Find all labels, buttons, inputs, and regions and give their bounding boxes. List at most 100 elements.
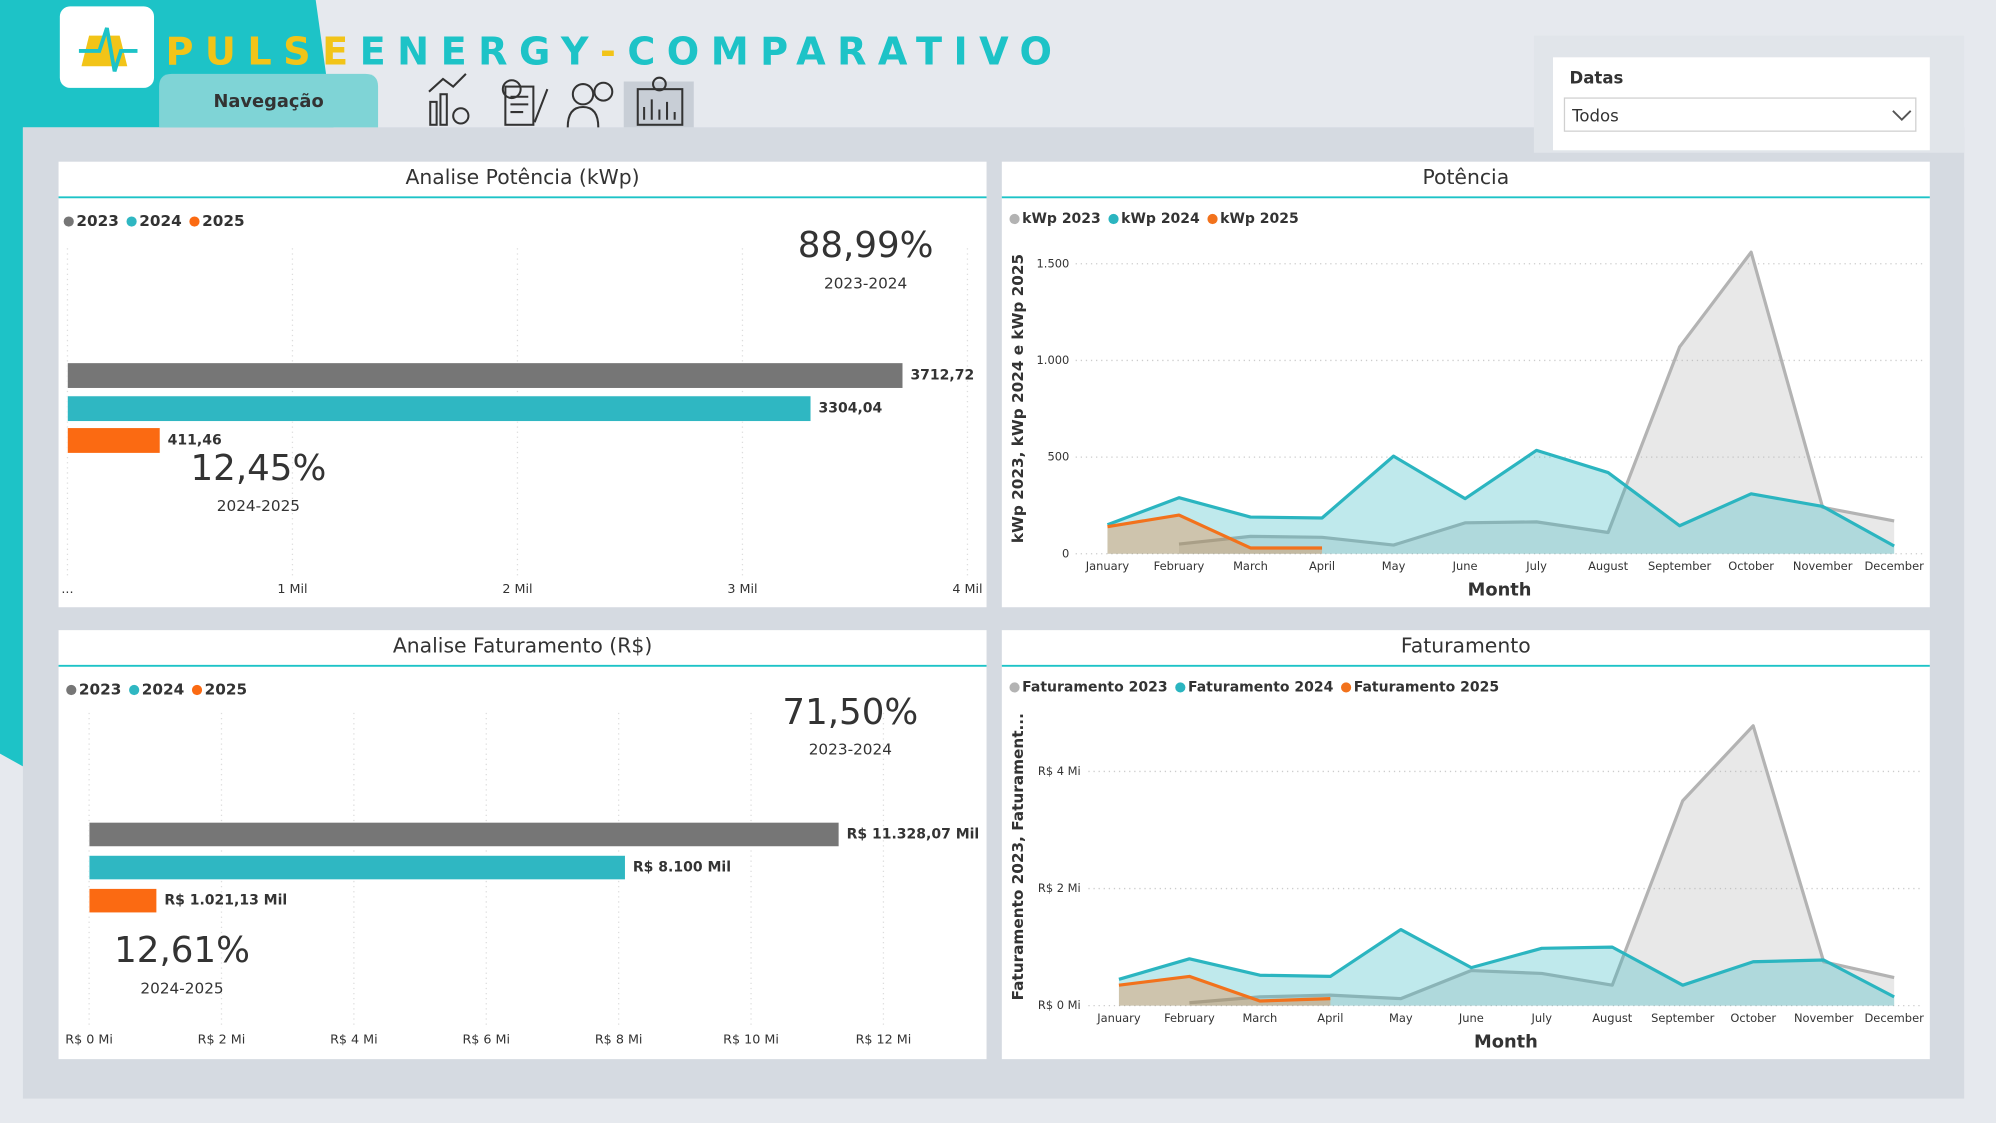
y-tick-label: R$ 4 Mi bbox=[1038, 764, 1081, 778]
series-area bbox=[1118, 929, 1895, 1006]
title-part: - bbox=[600, 30, 627, 74]
nav-icon-dashboard[interactable] bbox=[636, 76, 684, 126]
x-tick-label: August bbox=[1588, 559, 1629, 573]
legend-marker bbox=[1009, 213, 1020, 225]
chart-panel bbox=[1001, 630, 1930, 1060]
x-tick-label: August bbox=[1592, 1011, 1633, 1025]
x-tick-label: July bbox=[1525, 559, 1547, 573]
title-part: COMPARATIVO bbox=[627, 30, 1063, 74]
nav-icon-report[interactable] bbox=[501, 79, 549, 126]
bar-value-label: R$ 11.328,07 Mil bbox=[847, 826, 980, 842]
bar bbox=[67, 362, 904, 389]
title-part: PULSE bbox=[165, 30, 359, 74]
chart-panel bbox=[1001, 161, 1930, 608]
x-tick-label: May bbox=[1389, 1011, 1413, 1025]
x-tick-label: October bbox=[1730, 1011, 1776, 1025]
legend-marker bbox=[1207, 213, 1218, 225]
legend-label: kWp 2024 bbox=[1121, 211, 1200, 227]
bar-value-label: 3304,04 bbox=[818, 401, 882, 417]
kpi-value: 12,61% bbox=[114, 930, 250, 971]
x-tick-label: 3 Mil bbox=[727, 581, 757, 596]
legend-label: 2023 bbox=[79, 680, 121, 698]
chart-title: Analise Potência (kWp) bbox=[405, 165, 639, 189]
series-line bbox=[1106, 448, 1895, 548]
legend-label: 2025 bbox=[205, 680, 247, 698]
kpi-value: 12,45% bbox=[190, 448, 326, 489]
x-tick-label: January bbox=[1096, 1011, 1141, 1025]
x-tick-label: October bbox=[1728, 559, 1774, 573]
legend-marker bbox=[189, 216, 200, 227]
chart-title: Faturamento bbox=[1401, 634, 1531, 658]
chart-title: Analise Faturamento (R$) bbox=[393, 634, 652, 658]
legend-label: kWp 2023 bbox=[1022, 211, 1101, 227]
y-tick-label: 1.500 bbox=[1037, 256, 1070, 270]
x-tick-label: May bbox=[1382, 559, 1406, 573]
series-line bbox=[1118, 974, 1331, 1003]
kpi-value: 88,99% bbox=[798, 225, 934, 266]
logo-icon bbox=[78, 27, 138, 72]
kpi-caption: 2024-2025 bbox=[217, 497, 300, 515]
series-line bbox=[1178, 250, 1895, 547]
y-tick-label: 0 bbox=[1062, 546, 1069, 560]
x-tick-label: March bbox=[1242, 1011, 1277, 1025]
y-axis-title: kWp 2023, kWp 2024 e kWp 2025 bbox=[1009, 254, 1027, 543]
legend-marker bbox=[126, 216, 137, 227]
x-tick-label: September bbox=[1651, 1011, 1715, 1025]
bar-value-label: 3712,72 bbox=[910, 368, 974, 384]
page-title: PULSEENERGY-COMPARATIVO bbox=[165, 30, 1063, 74]
x-axis-title: Month bbox=[1474, 1032, 1538, 1053]
kpi-caption: 2024-2025 bbox=[140, 980, 223, 998]
nav-tab-label[interactable]: Navegação bbox=[213, 91, 323, 112]
x-tick-label: June bbox=[1452, 559, 1478, 573]
x-tick-label: R$ 10 Mi bbox=[723, 1032, 779, 1047]
x-tick-label: September bbox=[1648, 559, 1712, 573]
x-tick-label: R$ 6 Mi bbox=[462, 1032, 510, 1047]
x-tick-label: June bbox=[1458, 1011, 1484, 1025]
legend-marker bbox=[63, 216, 74, 227]
x-tick-label: February bbox=[1164, 1011, 1215, 1025]
legend-label: 2023 bbox=[76, 212, 119, 230]
legend-label: Faturamento 2024 bbox=[1188, 679, 1334, 695]
title-part: ENERGY bbox=[360, 30, 600, 74]
legend-marker bbox=[66, 684, 77, 696]
series-area bbox=[1107, 515, 1323, 554]
legend-marker bbox=[1175, 682, 1186, 693]
legend-label: Faturamento 2025 bbox=[1354, 679, 1499, 695]
legend-label: 2024 bbox=[142, 680, 184, 698]
legend-label: kWp 2025 bbox=[1220, 211, 1299, 227]
x-tick-label: February bbox=[1154, 559, 1205, 573]
nav-icon-analytics[interactable] bbox=[428, 73, 470, 126]
legend-marker bbox=[191, 684, 203, 696]
legend-label: Faturamento 2023 bbox=[1022, 679, 1167, 695]
kpi-value: 71,50% bbox=[782, 692, 918, 733]
filter-value[interactable]: Todos bbox=[1571, 107, 1619, 126]
series-area bbox=[1118, 976, 1331, 1006]
y-tick-label: 1.000 bbox=[1037, 353, 1070, 367]
kpi-caption: 2023-2024 bbox=[809, 740, 892, 758]
filter-dropdown[interactable] bbox=[1563, 97, 1917, 132]
x-tick-label: ... bbox=[61, 581, 73, 596]
chart-title: Potência bbox=[1422, 165, 1509, 189]
x-tick-label: April bbox=[1317, 1011, 1343, 1025]
series-area bbox=[1178, 252, 1895, 554]
legend-marker bbox=[1009, 682, 1020, 693]
bar bbox=[88, 888, 158, 914]
series-line bbox=[1189, 724, 1895, 1005]
nav-tab[interactable] bbox=[159, 73, 379, 128]
y-tick-label: R$ 2 Mi bbox=[1038, 881, 1081, 895]
series-area bbox=[1189, 725, 1895, 1006]
x-tick-label: R$ 8 Mi bbox=[595, 1032, 643, 1047]
nav-icon-finance[interactable] bbox=[566, 81, 614, 128]
x-tick-label: R$ 4 Mi bbox=[330, 1032, 378, 1047]
x-tick-label: December bbox=[1865, 559, 1925, 573]
y-tick-label: 500 bbox=[1047, 450, 1069, 464]
series-area bbox=[1107, 450, 1895, 554]
bar-value-label: R$ 8.100 Mil bbox=[633, 860, 731, 876]
bar-value-label: R$ 1.021,13 Mil bbox=[164, 893, 287, 909]
series-line bbox=[1118, 927, 1895, 999]
dropdown-chevron[interactable] bbox=[1892, 110, 1912, 122]
x-tick-label: R$ 0 Mi bbox=[65, 1032, 113, 1047]
x-tick-label: April bbox=[1309, 559, 1335, 573]
